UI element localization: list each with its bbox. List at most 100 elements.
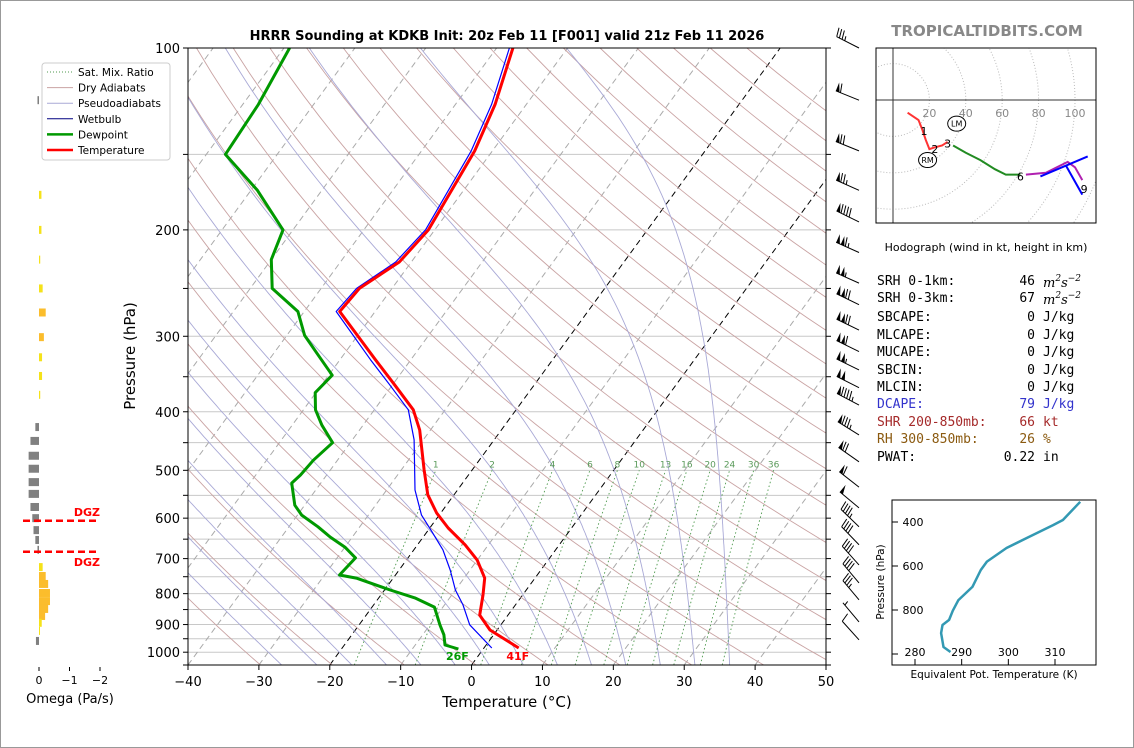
stat-row: RH 300-850mb: 26% [877, 432, 1097, 449]
wind-barb [836, 350, 860, 371]
barb-flag [837, 414, 843, 424]
x-tick-label: 40 [747, 675, 764, 690]
barb-flag [836, 385, 842, 396]
stat-row: SBCIN: 0 J/kg [877, 363, 1097, 380]
wind-barb [837, 414, 860, 436]
barb-full [841, 415, 846, 425]
barb-full [847, 525, 854, 534]
wind-barb [836, 385, 860, 406]
y-tick-label: 1000 [147, 646, 180, 661]
barb-full [845, 289, 849, 299]
x-tick-label: −30 [245, 675, 272, 690]
x-tick-label: 10 [534, 675, 551, 690]
barb-full [840, 501, 847, 510]
stat-value: 67 [1019, 291, 1035, 306]
theta-e-y-tick-label: 400 [903, 516, 924, 529]
barb-full [845, 542, 853, 552]
omega-tick-label: −1 [61, 674, 77, 687]
wind-barb [835, 264, 860, 284]
barb-full [844, 237, 848, 247]
stat-unit: J/kg [1043, 363, 1075, 378]
barb-full [840, 204, 844, 214]
mixing-ratio-label: 13 [660, 460, 671, 470]
barb-shaft [842, 563, 860, 584]
isotherm-line [542, 275, 826, 665]
barb-full [839, 134, 843, 144]
dry-adiabat [416, 48, 826, 399]
mixing-ratio-label: 8 [615, 460, 621, 470]
barb-full [845, 206, 850, 216]
stat-unit: m2s−2 [1043, 274, 1081, 291]
omega-bar [39, 563, 43, 572]
barb-shaft [837, 421, 860, 436]
barb-shaft [836, 36, 860, 49]
stat-unit: kt [1043, 415, 1059, 430]
stat-row: MUCAPE: 0 J/kg [877, 345, 1097, 362]
omega-bar [39, 604, 49, 613]
dry-adiabat [196, 48, 826, 621]
omega-bar [39, 611, 46, 620]
wind-barb [839, 484, 860, 509]
omega-bar [39, 190, 42, 199]
barb-flag [836, 332, 841, 343]
barb-shaft [836, 210, 860, 223]
mixing-ratio-group: 1 2 4 6 8 10 13 16 20 24 30 36 [433, 460, 780, 470]
y-tick-label: 100 [155, 42, 180, 57]
omega-bar [39, 308, 46, 317]
unit-sup: −2 [1067, 274, 1082, 284]
omega-bar [39, 353, 43, 362]
legend-label: Pseudoadiabats [78, 98, 161, 110]
barb-full [840, 386, 845, 396]
barb-full [842, 556, 849, 565]
stat-row: SHR 200-850mb: 66 kt [877, 415, 1097, 432]
theta-e-line [939, 500, 1082, 654]
y-tick-label: 700 [155, 553, 180, 568]
stat-label: MUCAPE: [877, 345, 932, 360]
surface-temperature-label: 41F [506, 650, 529, 663]
stat-label: DCAPE: [877, 397, 924, 412]
barb-shaft [841, 620, 860, 641]
barb-flag [836, 368, 841, 379]
moist-adiabat [188, 319, 490, 665]
stat-unit: J/kg [1043, 310, 1075, 325]
barb-full [846, 560, 853, 569]
barb-full [836, 27, 840, 37]
omega-bar [30, 502, 39, 511]
theta-e-y-axis-label: Pressure (hPa) [875, 544, 887, 619]
stat-label: MLCIN: [877, 380, 924, 395]
wind-barb [841, 518, 860, 546]
barb-shaft [842, 580, 860, 601]
barb-shaft [836, 392, 860, 406]
unit-sup: −2 [1067, 291, 1082, 301]
moist-adiabat [566, 48, 731, 665]
barb-shaft [838, 447, 860, 463]
barb-full [847, 290, 851, 300]
barb-full [841, 30, 845, 40]
dry-adiabat [188, 95, 826, 661]
barb-flag [841, 313, 845, 324]
mixing-ratio-line [699, 470, 755, 665]
omega-bar [28, 464, 39, 473]
hodograph-height-label: 3 [944, 138, 951, 151]
stat-label: SBCIN: [877, 363, 924, 378]
omega-bar [39, 284, 43, 293]
dry-adiabat [188, 597, 261, 665]
x-tick-label: −40 [174, 675, 201, 690]
stat-row: MLCIN: 0 J/kg [877, 380, 1097, 397]
wetbulb-line [335, 48, 510, 649]
barb-full [842, 503, 849, 512]
y-tick-label: 600 [155, 512, 180, 527]
wind-barb [835, 82, 860, 101]
theta-e-x-tick-label: 280 [905, 646, 926, 659]
hodograph-ring-label: 60 [995, 107, 1009, 120]
y-tick-label: 400 [155, 406, 180, 421]
barb-full [838, 28, 843, 39]
x-tick-label: 20 [605, 675, 622, 690]
wind-barb [836, 27, 860, 49]
moist-adiabat [188, 186, 558, 665]
wind-barb [836, 368, 860, 389]
stat-value: 0 [1027, 310, 1035, 325]
barb-flag [836, 311, 841, 321]
mixing-ratio-line [574, 470, 640, 665]
